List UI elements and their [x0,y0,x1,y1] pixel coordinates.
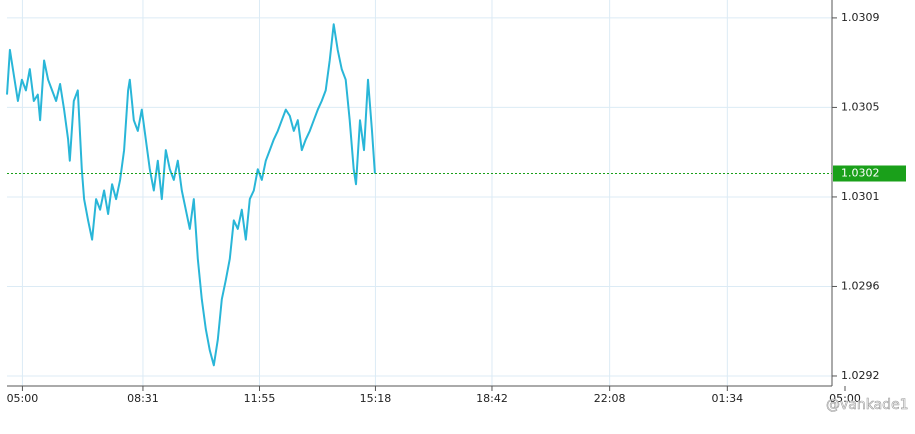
x-tick-label: 15:18 [360,392,392,405]
x-tick-label: 05:00 [829,392,861,405]
y-tick-label: 1.0309 [841,11,880,24]
watermark: @vankade1 [826,397,909,413]
y-tick-label: 1.0292 [841,369,880,382]
x-tick-label: 08:31 [127,392,159,405]
x-tick-label: 22:08 [594,392,626,405]
x-tick-label: 18:42 [476,392,508,405]
x-tick-label: 11:55 [244,392,276,405]
y-tick-label: 1.0305 [841,100,880,113]
last-price-box [833,165,906,182]
x-tick-label: 05:00 [7,392,39,405]
price-line [6,23,376,367]
x-tick-label: 01:34 [711,392,743,405]
y-tick-label: 1.0296 [841,279,880,292]
y-tick-label: 1.0301 [841,190,880,203]
last-price-label: 1.0302 [841,166,880,179]
